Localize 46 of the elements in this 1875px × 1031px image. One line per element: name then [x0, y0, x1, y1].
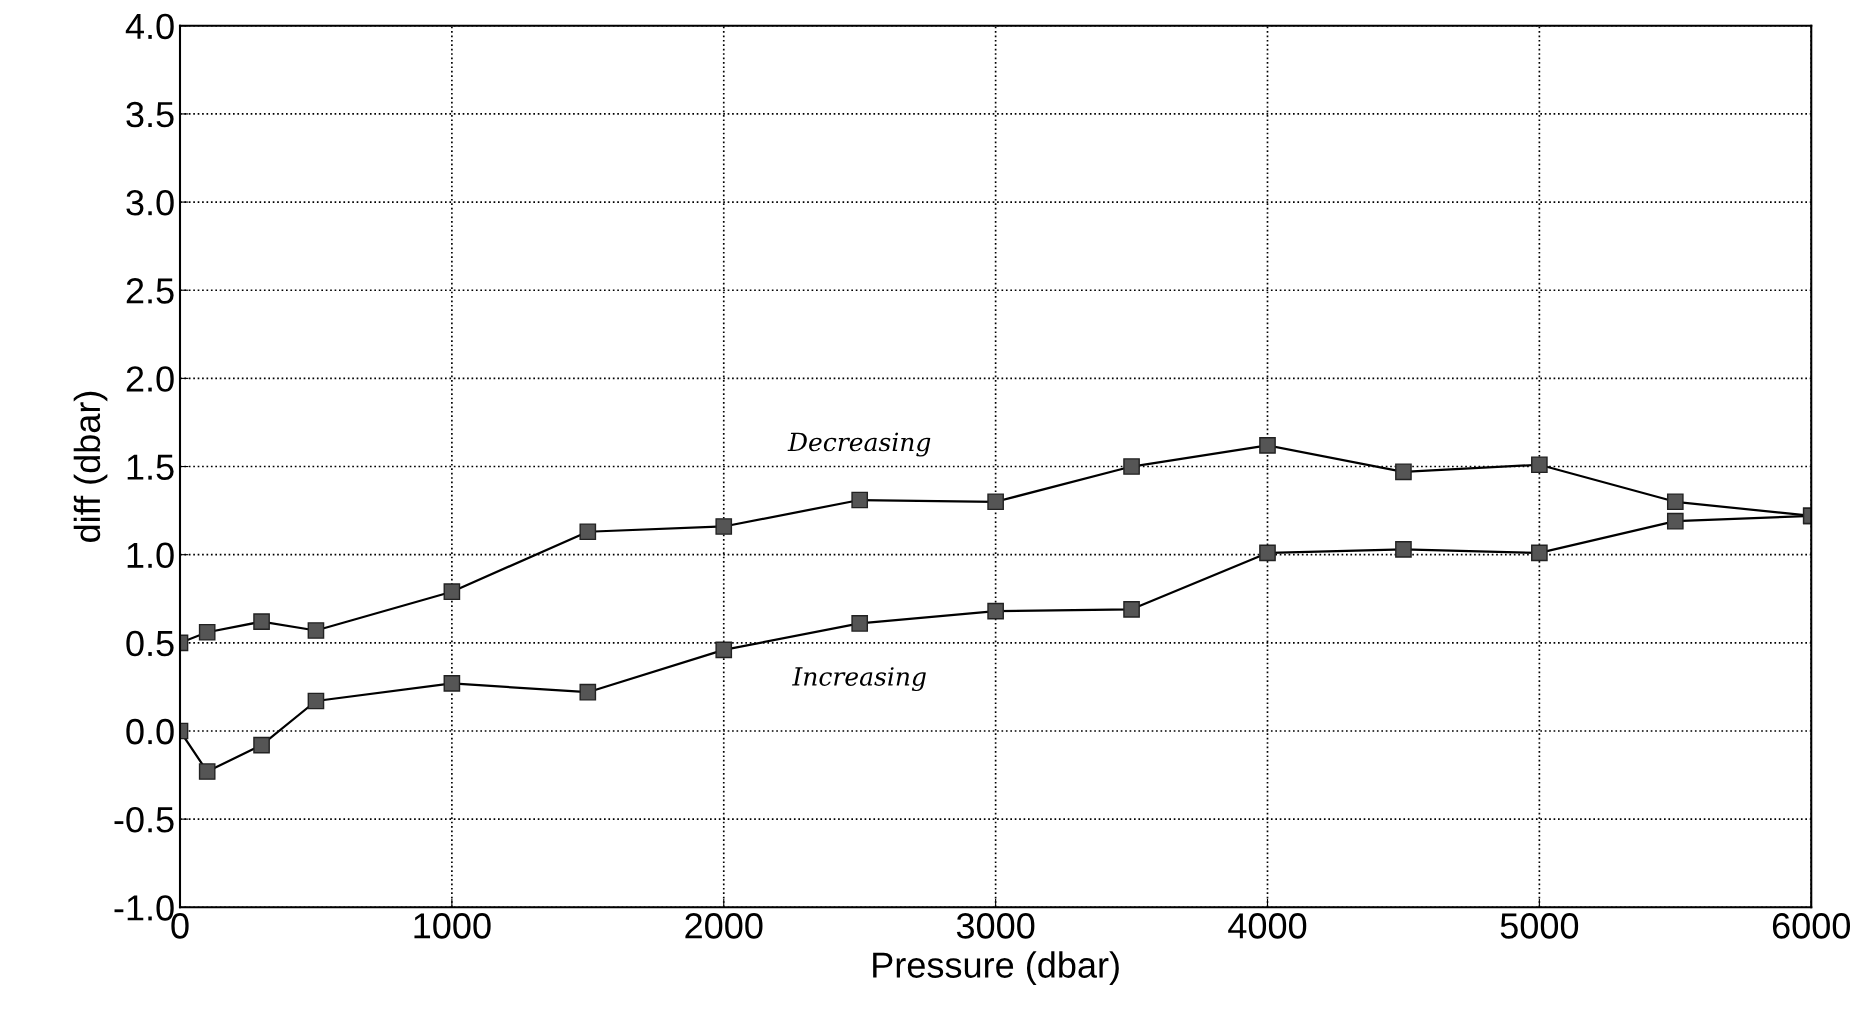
point — [307, 622, 325, 639]
point — [1259, 437, 1276, 454]
point — [987, 493, 1004, 511]
point — [1123, 458, 1140, 475]
x-tick-label: 6000 — [1772, 913, 1851, 939]
point — [1531, 456, 1548, 474]
x-tick-label: 4000 — [1228, 913, 1307, 939]
y-tick-label: 3.5 — [126, 101, 174, 128]
point — [715, 641, 733, 659]
point — [1531, 544, 1548, 562]
point — [987, 602, 1004, 620]
point — [443, 583, 461, 601]
y-tick-label: 2.0 — [126, 366, 174, 392]
point — [198, 763, 216, 780]
point — [443, 675, 461, 692]
point — [1395, 463, 1412, 481]
x-axis-title: Pressure (dbar) — [873, 951, 1119, 985]
x-tick-label: 3000 — [956, 913, 1035, 939]
series-label: Decreasing — [787, 432, 931, 457]
point — [715, 518, 733, 535]
y-tick-label: 1.0 — [127, 542, 174, 569]
y-tick-label: 2.5 — [126, 278, 174, 304]
y-tick-label: -0.5 — [114, 807, 174, 833]
point — [198, 623, 216, 641]
point — [1666, 512, 1684, 530]
point — [579, 683, 597, 701]
y-axis-title: diff (dbar) — [73, 391, 108, 542]
point — [253, 613, 270, 631]
y-tick-label: 0.5 — [126, 630, 174, 657]
x-tick-label: 5000 — [1500, 913, 1579, 939]
x-tick-label: 2000 — [685, 913, 763, 939]
x-tick-label: 1000 — [414, 913, 491, 939]
point — [1259, 544, 1276, 562]
point — [851, 615, 869, 632]
y-tick-label: 3.0 — [126, 189, 174, 216]
point — [1395, 541, 1412, 558]
y-tick-label: 4.0 — [125, 13, 174, 40]
point — [851, 491, 869, 509]
y-tick-label: 0.0 — [126, 718, 174, 745]
series-label: Increasing — [792, 667, 926, 692]
point — [307, 692, 325, 710]
point — [253, 736, 270, 754]
point — [1666, 493, 1684, 511]
point — [579, 523, 597, 541]
y-tick-label: 1.5 — [127, 454, 174, 480]
point — [1123, 600, 1140, 618]
